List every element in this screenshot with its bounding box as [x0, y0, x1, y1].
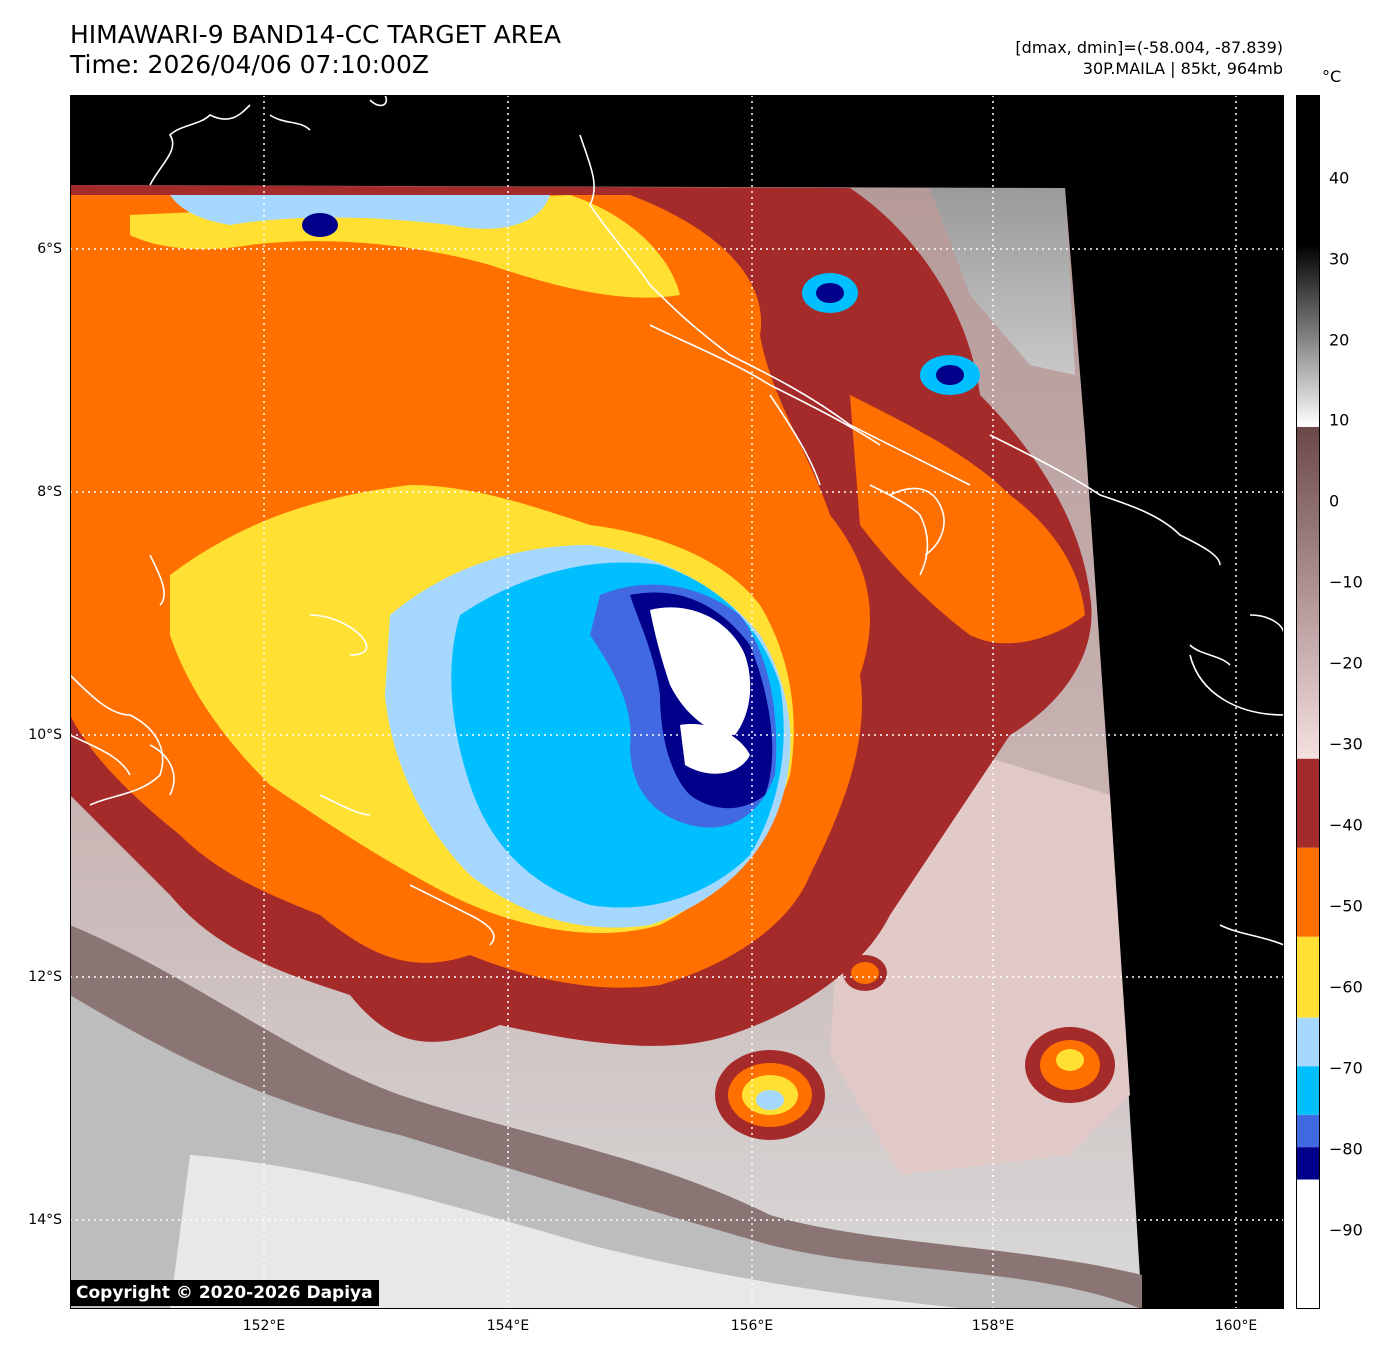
warm-area-ne [930, 188, 1075, 375]
lon-label-160: 160°E [1214, 1318, 1258, 1334]
colorbar-label-m10: −10 [1329, 572, 1363, 592]
colorbar-label-20: 20 [1329, 330, 1350, 350]
lat-label-12s: 12°S [28, 969, 62, 985]
ne-convection-navy-2 [936, 365, 964, 385]
colorbar-unit: °C [1322, 67, 1342, 86]
cloud-band-orange-ne [850, 395, 1085, 644]
colorbar-band-7 [1296, 758, 1320, 848]
chart-title: HIMAWARI-9 BAND14-CC TARGET AREA Time: 2… [70, 20, 561, 80]
colorbar-label-m40: −40 [1329, 815, 1363, 835]
map-frame [70, 95, 1284, 1309]
cell-mid-3-orange [851, 962, 879, 984]
colorbar-band-4 [1296, 1017, 1320, 1067]
colorbar-label-m90: −90 [1329, 1220, 1363, 1240]
lat-label-8s: 8°S [37, 484, 62, 500]
colorbar-label-m50: −50 [1329, 896, 1363, 916]
north-convection-navy [302, 213, 338, 237]
colorbar-label-m70: −70 [1329, 1058, 1363, 1078]
lat-label-10s: 10°S [28, 727, 62, 743]
copyright-badge: Copyright © 2020-2026 Dapiya [70, 1280, 379, 1306]
colorbar-frame [1296, 95, 1320, 1309]
colorbar-label-30: 30 [1329, 249, 1350, 269]
colorbar-label-m80: −80 [1329, 1139, 1363, 1159]
storm-info: [dmax, dmin]=(-58.004, -87.839) 30P.MAIL… [1015, 37, 1283, 79]
lon-label-154: 154°E [486, 1318, 530, 1334]
cloud-band-yellow-north [130, 195, 680, 298]
south-white-cloud [170, 1155, 970, 1309]
colorbar-band-0 [1296, 1179, 1320, 1309]
colorbar-label-0: 0 [1329, 491, 1340, 511]
lon-label-152: 152°E [242, 1318, 286, 1334]
colorbar-bands [1296, 95, 1320, 1309]
lat-label-6s: 6°S [37, 241, 62, 257]
coldest-tops-white-2 [680, 724, 750, 774]
colorbar-band-2 [1296, 1114, 1320, 1148]
colorbar-band-3 [1296, 1066, 1320, 1115]
colorbar-band-1 [1296, 1147, 1320, 1180]
coldest-tops-white [650, 607, 751, 735]
graticule [70, 95, 1284, 1309]
colorbar-band-5 [1296, 936, 1320, 1018]
satellite-map [70, 95, 1284, 1309]
colorbar-label-40: 40 [1329, 168, 1350, 188]
colorbar-band-8 [1296, 426, 1320, 759]
lon-label-158: 158°E [971, 1318, 1015, 1334]
colorbar-label-m60: −60 [1329, 977, 1363, 997]
colorbar-band-9 [1296, 95, 1320, 427]
lon-label-156: 156°E [730, 1318, 774, 1334]
lat-label-14s: 14°S [28, 1212, 62, 1228]
storm-text: 30P.MAILA | 85kt, 964mb [1082, 59, 1283, 78]
colorbar-label-m20: −20 [1329, 653, 1363, 673]
colorbar [1296, 95, 1320, 1309]
colorbar-label-m30: −30 [1329, 734, 1363, 754]
coastlines [70, 95, 1284, 946]
colorbar-band-6 [1296, 847, 1320, 937]
ne-convection-navy [816, 283, 844, 303]
title-line-2: Time: 2026/04/06 07:10:00Z [70, 50, 429, 79]
title-line-1: HIMAWARI-9 BAND14-CC TARGET AREA [70, 20, 562, 49]
colorbar-label-10: 10 [1329, 410, 1350, 430]
cloud-band-lightblue-north [170, 195, 550, 229]
cell-se-2-yellow [1056, 1049, 1084, 1071]
dmin-dmax-text: [dmax, dmin]=(-58.004, -87.839) [1015, 38, 1283, 57]
cell-south-1-blue [756, 1090, 784, 1110]
